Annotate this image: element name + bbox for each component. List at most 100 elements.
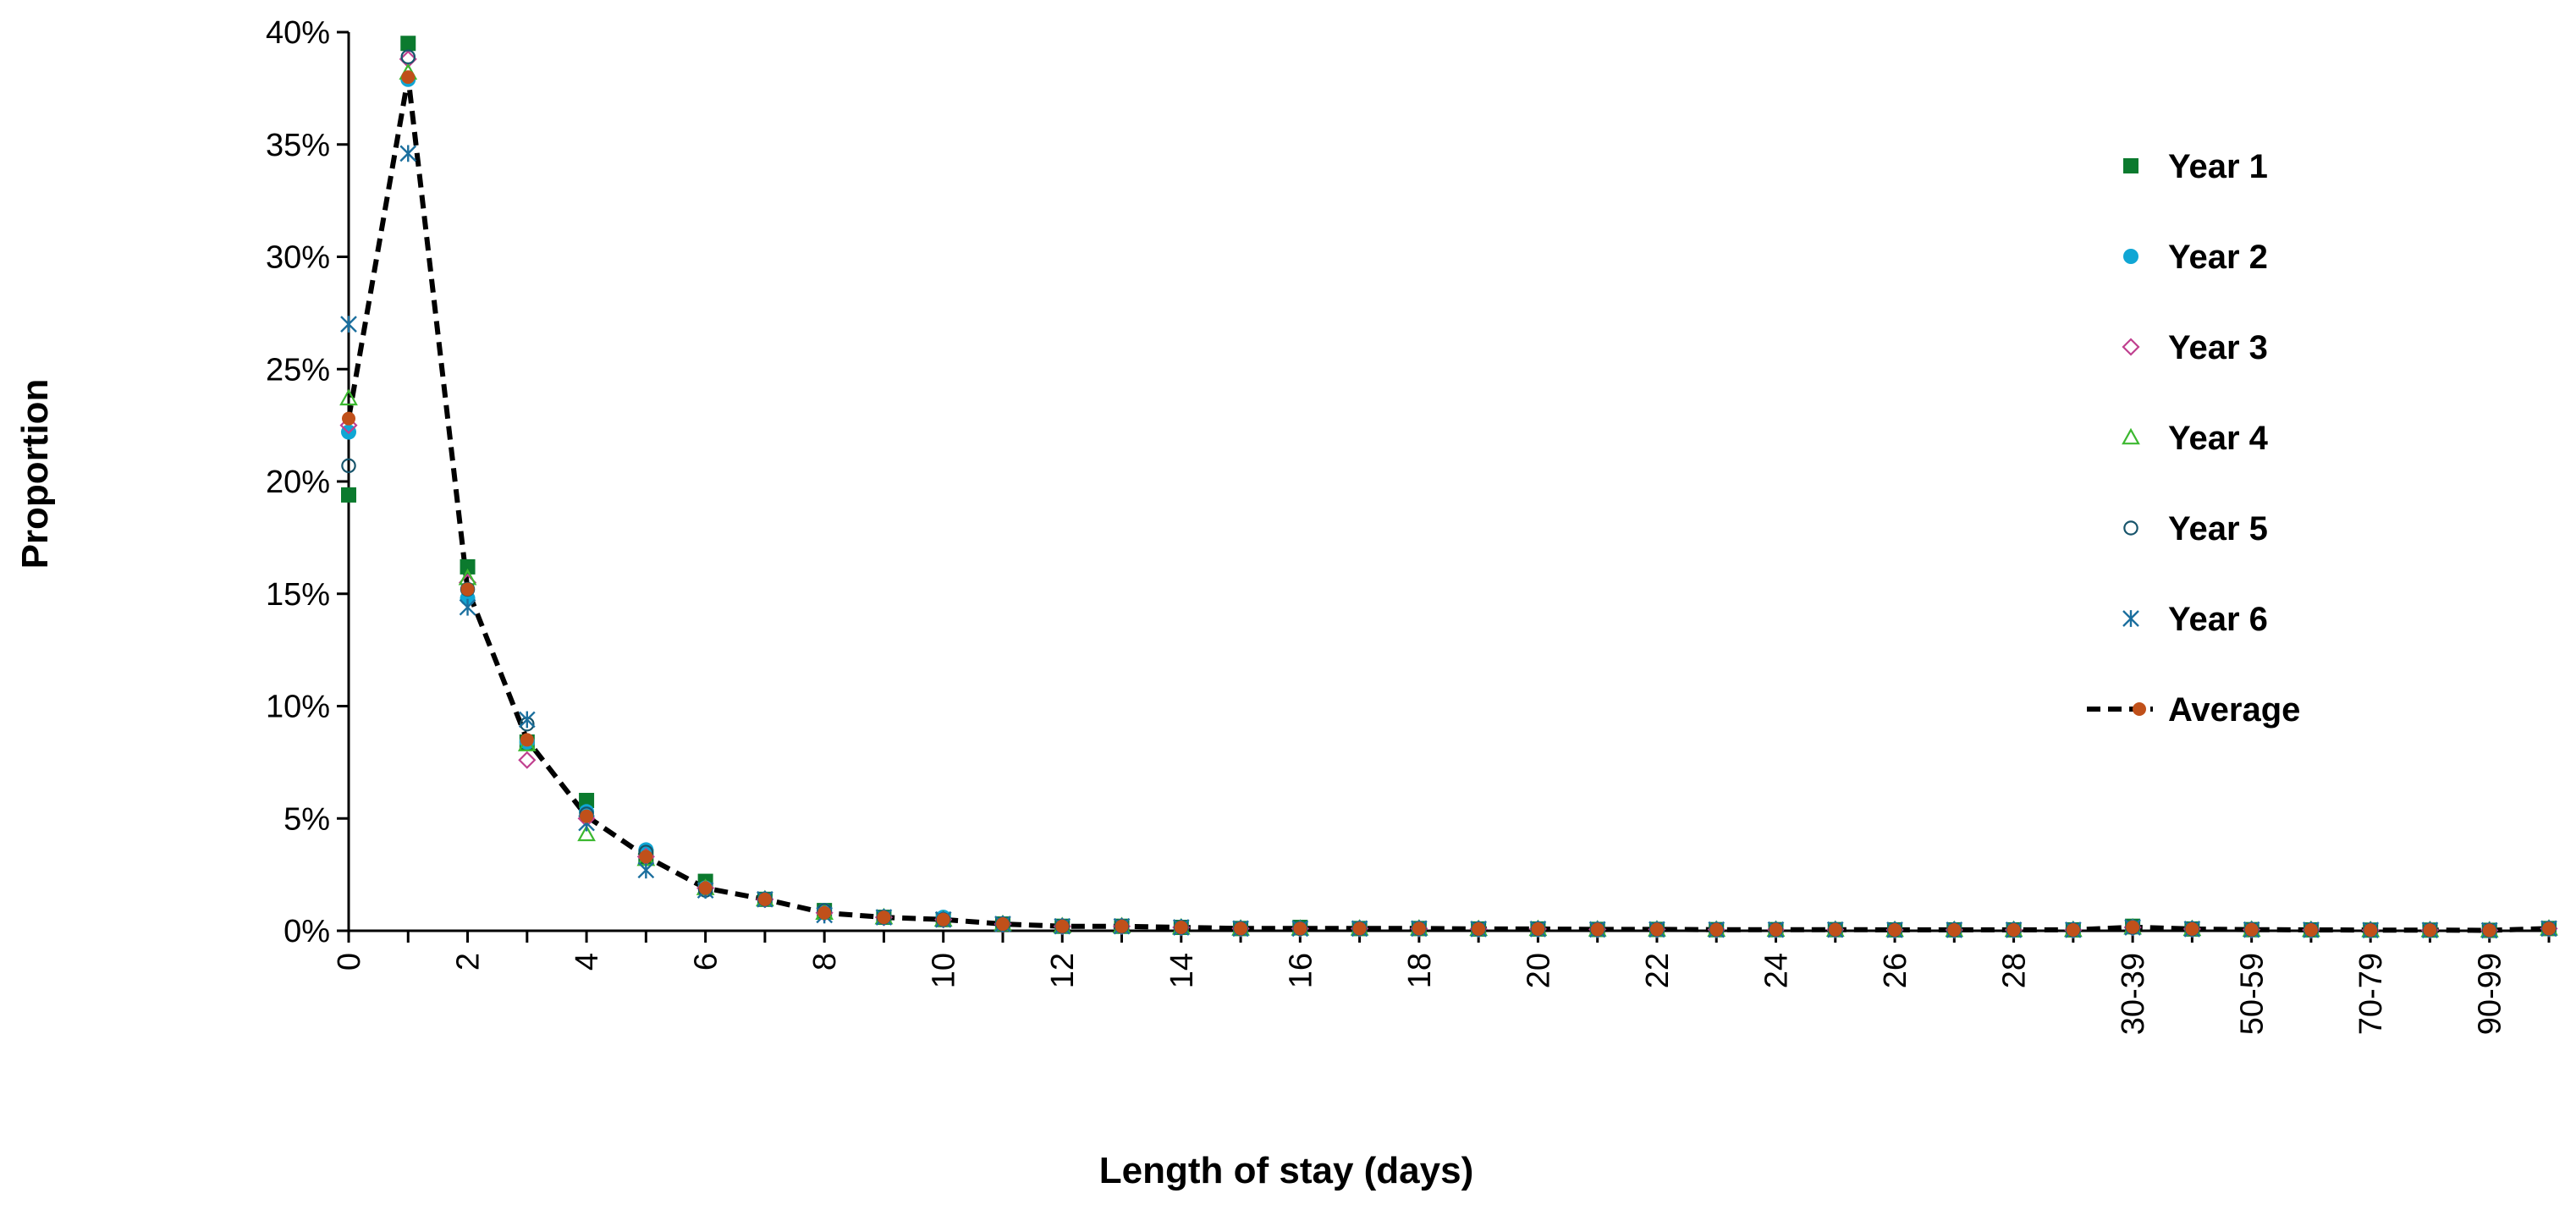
data-point xyxy=(2006,922,2021,937)
data-point xyxy=(2364,923,2378,938)
markers-layer xyxy=(339,36,2558,940)
data-point xyxy=(1412,921,1426,936)
series-average xyxy=(342,70,2556,938)
data-point xyxy=(1293,921,1307,936)
data-point xyxy=(637,861,655,879)
x-tick-label: 6 xyxy=(689,953,724,971)
data-point xyxy=(340,316,357,333)
data-point xyxy=(1234,921,1248,936)
x-tick-label: 20 xyxy=(1521,953,1556,988)
legend-label: Year 6 xyxy=(2168,601,2268,638)
data-point xyxy=(518,751,537,769)
x-tick-label: 24 xyxy=(1759,953,1794,988)
data-point xyxy=(1352,921,1367,936)
data-point xyxy=(1769,922,1783,937)
data-point xyxy=(2185,921,2199,936)
data-point xyxy=(399,145,417,162)
data-point xyxy=(995,917,1010,932)
x-tick-label: 70-79 xyxy=(2353,953,2389,1035)
legend-label: Year 1 xyxy=(2168,148,2268,185)
data-point xyxy=(2126,920,2140,934)
y-axis-title: Proportion xyxy=(14,379,56,569)
data-point xyxy=(342,411,355,426)
y-tick-label: 20% xyxy=(266,465,330,500)
y-tick-label: 0% xyxy=(283,914,330,949)
legend-item: Year 1 xyxy=(2123,148,2268,185)
data-point xyxy=(639,850,653,864)
data-point xyxy=(936,912,950,927)
data-point xyxy=(698,881,713,895)
data-point xyxy=(1888,922,1902,937)
legend-item: Year 2 xyxy=(2123,239,2268,276)
x-tick-label: 28 xyxy=(1997,953,2033,988)
y-tick-label: 25% xyxy=(266,352,330,388)
data-point xyxy=(2122,610,2139,627)
x-tick-label: 16 xyxy=(1283,953,1318,988)
data-point xyxy=(459,598,476,616)
x-tick-label: 2 xyxy=(451,953,487,971)
legend: Year 1 Year 2 Year 3 Year 4 Year 5 Year 6 Aver… xyxy=(2087,148,2300,729)
data-point xyxy=(1115,919,1129,933)
x-tick-label: 4 xyxy=(570,953,605,971)
data-point xyxy=(1531,921,1545,936)
x-ticks: 0 2 4 6 8 10 12 14 16 18 20 22 24 26 28 30-39 50-59 70-79… xyxy=(332,931,2551,1035)
data-point xyxy=(2304,922,2318,937)
legend-item: Average xyxy=(2087,691,2300,729)
data-point xyxy=(518,711,536,729)
legend-item: Year 4 xyxy=(2122,420,2269,457)
y-tick-label: 40% xyxy=(266,15,330,51)
data-point xyxy=(460,558,476,575)
data-point xyxy=(1055,919,1070,933)
legend-label: Year 3 xyxy=(2168,329,2268,366)
data-point xyxy=(2123,249,2138,264)
x-tick-label: 30-39 xyxy=(2116,953,2151,1035)
data-point xyxy=(817,905,832,920)
series-year-4 xyxy=(339,63,2558,938)
x-tick-label: 50-59 xyxy=(2235,953,2271,1035)
data-point xyxy=(2542,921,2556,936)
data-point xyxy=(520,733,534,747)
x-tick-label: 18 xyxy=(1402,953,1438,988)
data-point xyxy=(580,809,594,823)
data-point xyxy=(2066,922,2080,937)
data-point xyxy=(1590,922,1604,937)
series-year-2 xyxy=(341,71,2557,938)
data-point xyxy=(2123,520,2138,536)
data-point xyxy=(877,910,891,925)
average-line-layer xyxy=(346,74,2550,933)
x-tick-label: 26 xyxy=(1878,953,1913,988)
data-point xyxy=(2133,702,2146,716)
data-point xyxy=(2423,923,2437,938)
x-tick-label: 12 xyxy=(1045,953,1081,988)
data-point xyxy=(1947,922,1962,937)
y-tick-label: 10% xyxy=(266,690,330,725)
data-point xyxy=(577,824,596,842)
data-point xyxy=(400,49,416,64)
data-point xyxy=(2244,922,2259,937)
data-point xyxy=(341,487,356,503)
legend-item: Year 6 xyxy=(2122,601,2268,638)
data-point xyxy=(401,70,416,85)
legend-label: Year 4 xyxy=(2168,420,2269,457)
data-point xyxy=(400,36,416,52)
x-tick-label: 14 xyxy=(1164,953,1200,988)
y-ticks: 0% 5% 10% 15% 20% 25% 30% 35% 40% xyxy=(266,15,349,949)
legend-label: Year 2 xyxy=(2168,239,2268,276)
data-point xyxy=(757,892,772,906)
data-point xyxy=(1649,922,1664,937)
y-tick-label: 15% xyxy=(266,577,330,613)
x-tick-label: 10 xyxy=(927,953,962,988)
data-point xyxy=(1828,922,1842,937)
x-tick-label: 90-99 xyxy=(2473,953,2508,1035)
data-point xyxy=(2122,427,2140,445)
data-point xyxy=(579,793,595,809)
legend-label: Year 5 xyxy=(2168,510,2268,547)
data-point xyxy=(339,388,358,406)
data-point xyxy=(341,458,356,474)
legend-label: Average xyxy=(2168,691,2300,729)
data-point xyxy=(1709,922,1724,937)
legend-item: Year 3 xyxy=(2122,329,2268,366)
data-point xyxy=(1472,921,1486,936)
x-tick-label: 8 xyxy=(807,953,843,971)
